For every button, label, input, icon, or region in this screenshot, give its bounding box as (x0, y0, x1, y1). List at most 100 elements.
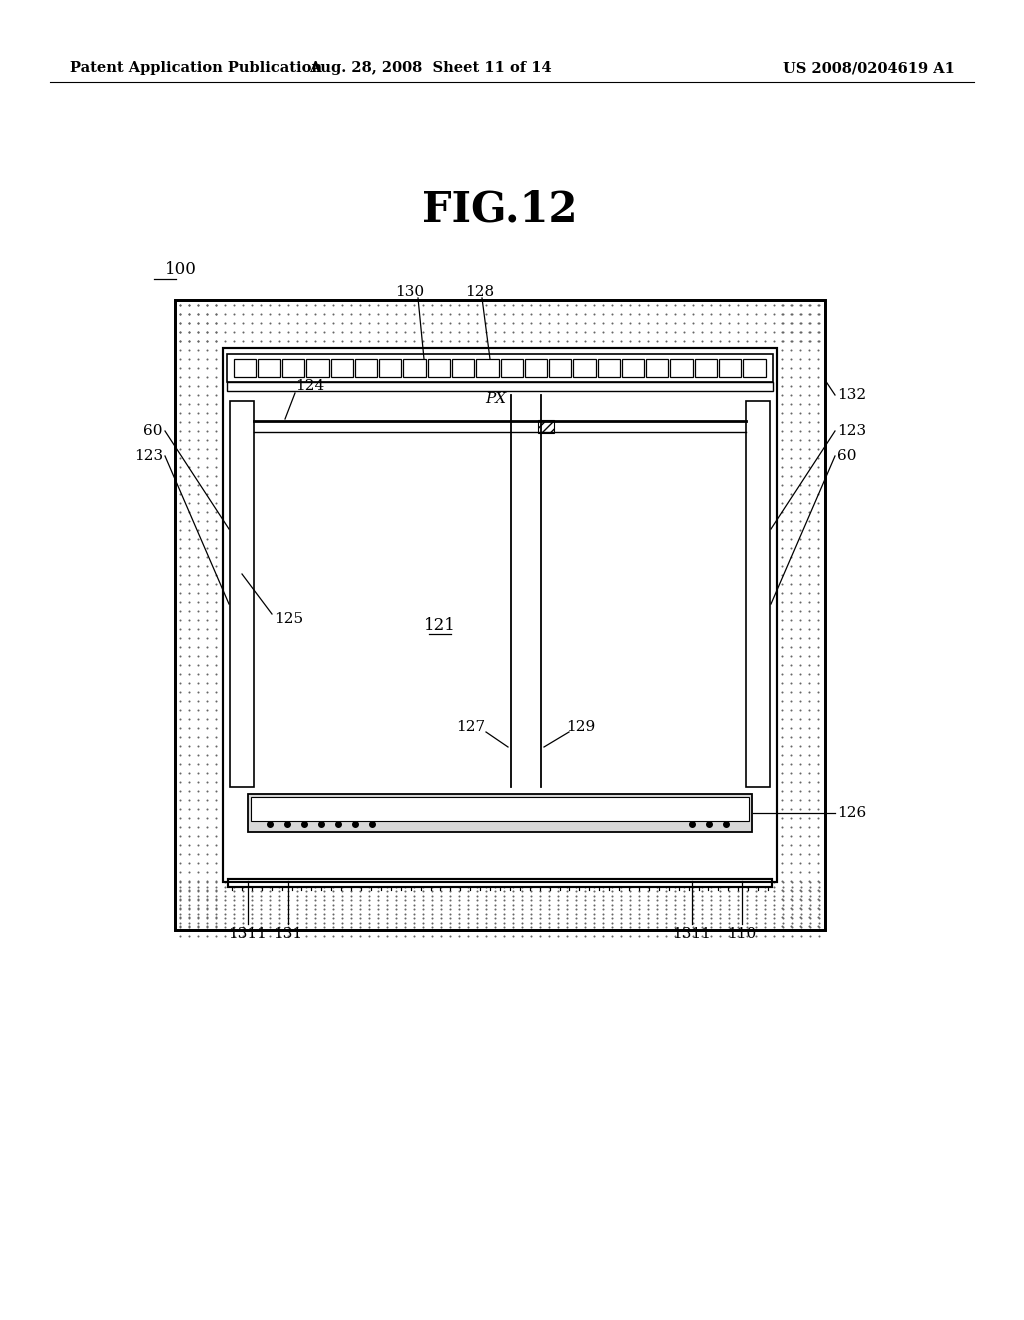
Point (189, 681, 206, 702)
Point (189, 546, 206, 568)
Point (207, 348, 223, 370)
Point (693, 888, 710, 909)
Point (801, 411, 817, 432)
Point (387, 871, 403, 892)
Point (801, 312, 817, 333)
Bar (175, 300, 825, 931)
Point (189, 375, 206, 396)
Point (577, 880, 593, 902)
Point (793, 907, 809, 928)
Point (180, 726, 197, 747)
Point (801, 591, 817, 612)
Point (684, 925, 700, 946)
Point (809, 906, 825, 927)
Point (252, 304, 268, 325)
Point (207, 304, 223, 325)
Point (477, 925, 494, 946)
Point (180, 330, 197, 351)
Point (225, 871, 242, 892)
Point (252, 312, 268, 333)
Point (415, 330, 431, 351)
Point (396, 876, 413, 898)
Point (531, 304, 548, 325)
Point (748, 884, 764, 906)
Point (757, 871, 773, 892)
Point (639, 880, 655, 902)
Point (171, 483, 187, 504)
Point (773, 771, 790, 792)
Point (612, 294, 629, 315)
Point (558, 321, 574, 342)
Point (189, 816, 206, 837)
Point (234, 871, 251, 892)
Point (244, 871, 260, 892)
Point (180, 312, 197, 333)
Point (702, 330, 719, 351)
Point (810, 898, 826, 919)
Point (801, 636, 817, 657)
Point (261, 916, 278, 937)
Point (782, 915, 799, 936)
Point (773, 438, 790, 459)
Point (207, 591, 223, 612)
Point (207, 609, 223, 630)
Point (199, 356, 215, 378)
Point (180, 393, 197, 414)
Point (171, 492, 187, 513)
Point (468, 907, 484, 928)
Point (180, 519, 197, 540)
Point (782, 780, 799, 801)
Point (792, 762, 808, 783)
Point (351, 304, 368, 325)
Point (180, 294, 197, 315)
Bar (452, 359, 474, 378)
Point (207, 797, 223, 818)
Point (603, 912, 620, 933)
Point (782, 330, 799, 351)
Point (586, 884, 602, 906)
Point (702, 294, 719, 315)
Point (207, 916, 223, 937)
Point (378, 907, 394, 928)
Point (594, 912, 610, 933)
Point (809, 474, 825, 495)
Point (773, 492, 790, 513)
Point (261, 894, 278, 915)
Point (712, 304, 728, 325)
Point (773, 554, 790, 576)
Point (342, 880, 358, 902)
Point (207, 898, 223, 919)
Point (702, 312, 719, 333)
Point (370, 876, 386, 898)
Point (189, 825, 206, 846)
Point (549, 880, 565, 902)
Point (460, 898, 476, 919)
Point (729, 894, 745, 915)
Point (693, 871, 710, 892)
Point (513, 888, 529, 909)
Point (801, 564, 817, 585)
Point (189, 483, 206, 504)
Point (199, 916, 215, 937)
Point (712, 880, 728, 902)
Point (810, 330, 826, 351)
Point (306, 330, 323, 351)
Point (504, 294, 520, 315)
Point (289, 894, 305, 915)
Point (451, 884, 467, 906)
Point (577, 907, 593, 928)
Point (351, 876, 368, 898)
Point (315, 903, 332, 924)
Point (252, 880, 268, 902)
Point (216, 321, 232, 342)
Point (486, 330, 503, 351)
Point (774, 294, 791, 315)
Point (180, 681, 197, 702)
Point (792, 752, 808, 774)
Point (432, 330, 449, 351)
Point (522, 925, 539, 946)
Point (387, 903, 403, 924)
Bar (228, 879, 772, 887)
Point (406, 304, 422, 325)
Point (675, 871, 691, 892)
